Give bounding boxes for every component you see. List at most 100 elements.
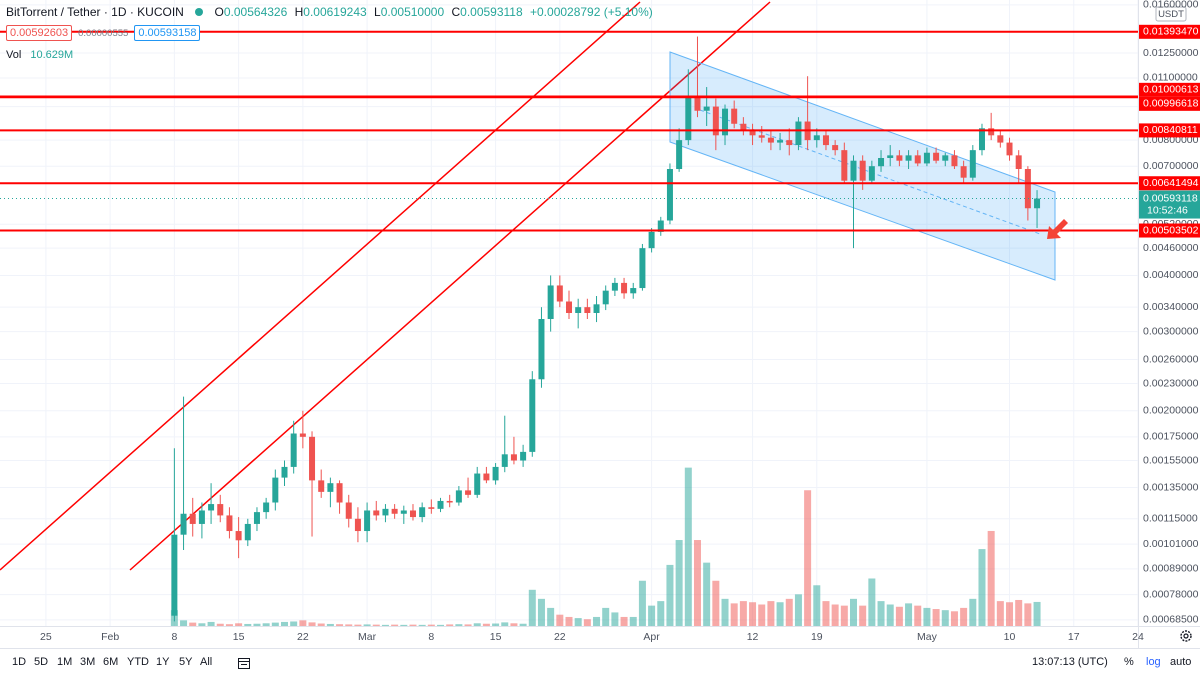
range-button[interactable]: 1D bbox=[12, 656, 27, 668]
candle-body bbox=[648, 231, 655, 249]
range-button[interactable]: 6M bbox=[103, 656, 119, 668]
level-label: 0.01000613 bbox=[1143, 84, 1199, 96]
candle-body bbox=[777, 140, 784, 143]
candle-body bbox=[483, 473, 490, 481]
legend-key: O bbox=[214, 5, 224, 19]
candle-body bbox=[850, 160, 857, 181]
y-tick-label: 0.00260000 bbox=[1143, 353, 1199, 365]
candle-body bbox=[455, 490, 462, 503]
volume-bar bbox=[446, 624, 454, 626]
clock[interactable]: 13:07:13 (UTC) bbox=[1032, 656, 1108, 668]
volume-bar bbox=[886, 604, 894, 626]
candle-body bbox=[465, 490, 472, 495]
candle-body bbox=[244, 523, 251, 541]
candle-body bbox=[868, 166, 875, 181]
candle-body bbox=[1024, 169, 1031, 209]
candle-body bbox=[281, 466, 288, 478]
volume-bar bbox=[684, 467, 692, 626]
candle-body bbox=[988, 128, 995, 136]
volume-bar bbox=[749, 602, 757, 626]
volume-bar bbox=[482, 623, 490, 626]
volume-bar bbox=[905, 603, 913, 626]
percent-toggle[interactable]: % bbox=[1124, 656, 1134, 668]
range-button[interactable]: 1Y bbox=[156, 656, 170, 668]
range-button[interactable]: All bbox=[200, 656, 213, 668]
x-tick-label: 12 bbox=[747, 631, 759, 643]
levels bbox=[0, 30, 1138, 232]
volume-value: 10.629M bbox=[30, 49, 74, 61]
level-label-box bbox=[1139, 123, 1200, 138]
volume-bar bbox=[225, 624, 233, 626]
candle-body bbox=[272, 477, 279, 503]
volume-bar bbox=[326, 623, 334, 626]
volume-pane bbox=[170, 467, 1041, 626]
volume-bar bbox=[180, 620, 188, 626]
x-tick-label: 19 bbox=[811, 631, 823, 643]
y-tick-label: 0.00340000 bbox=[1143, 301, 1199, 313]
volume-bar bbox=[473, 623, 481, 626]
candle-body bbox=[446, 500, 453, 503]
legend-value: 0.00619243 bbox=[303, 5, 367, 19]
candle-body bbox=[630, 288, 637, 294]
volume-bar bbox=[216, 623, 224, 626]
range-button[interactable]: 3M bbox=[80, 656, 96, 668]
x-tick-label: 8 bbox=[171, 631, 177, 643]
candle-body bbox=[602, 290, 609, 305]
legend-key: H bbox=[294, 5, 304, 19]
settings-icon[interactable] bbox=[1180, 630, 1192, 642]
volume-bar bbox=[317, 623, 325, 626]
candle-body bbox=[290, 433, 297, 467]
candle-body bbox=[529, 379, 536, 452]
y-tick-label: 0.00135000 bbox=[1143, 481, 1199, 493]
volume-bar bbox=[804, 490, 812, 626]
candle-body bbox=[501, 454, 508, 467]
range-button[interactable]: YTD bbox=[127, 656, 149, 668]
candle-body bbox=[520, 451, 527, 461]
bid[interactable]: 0.00592603 bbox=[6, 25, 73, 41]
level-label: 0.00996618 bbox=[1143, 98, 1199, 110]
volume-bar bbox=[987, 530, 995, 626]
candle-body bbox=[235, 531, 242, 541]
candle-body bbox=[822, 135, 829, 146]
volume-bar bbox=[620, 616, 628, 626]
candle-body bbox=[914, 155, 921, 164]
volume-bar bbox=[281, 621, 288, 626]
range-button[interactable]: 5Y bbox=[179, 656, 193, 668]
candle-body bbox=[1006, 142, 1013, 156]
auto-toggle[interactable]: auto bbox=[1170, 656, 1192, 668]
y-tick-label: 0.00101000 bbox=[1143, 538, 1199, 550]
candle-body bbox=[217, 504, 224, 516]
candle-body bbox=[547, 285, 554, 320]
candle-body bbox=[492, 466, 499, 481]
ask[interactable]: 0.00593158 bbox=[134, 25, 201, 41]
volume-bar bbox=[1015, 599, 1023, 626]
candle-body bbox=[1034, 198, 1041, 209]
legend-value: 0.00593118 bbox=[460, 5, 523, 19]
candle-body bbox=[373, 510, 380, 516]
range-button[interactable]: 1M bbox=[57, 656, 73, 668]
volume-bar bbox=[648, 605, 656, 626]
volume-bar bbox=[969, 598, 977, 626]
currency-box[interactable] bbox=[1155, 6, 1187, 22]
volume-bar bbox=[290, 621, 298, 626]
candle-body bbox=[694, 96, 701, 111]
candle-body bbox=[712, 106, 719, 136]
candle-body bbox=[786, 140, 793, 146]
drawings bbox=[0, 1, 1056, 571]
y-tick-label: 0.01250000 bbox=[1143, 47, 1199, 59]
candle-body bbox=[354, 518, 361, 532]
log-toggle[interactable]: log bbox=[1146, 656, 1161, 668]
y-tick-label: 0.00068500 bbox=[1143, 614, 1199, 626]
candle-body bbox=[905, 155, 912, 161]
volume-bar bbox=[271, 622, 279, 626]
volume-bar bbox=[409, 624, 417, 626]
candle-body bbox=[556, 285, 563, 302]
candle-body bbox=[951, 155, 958, 167]
candle-body bbox=[345, 502, 352, 519]
date-range-icon[interactable] bbox=[237, 656, 251, 670]
last-price-box bbox=[1139, 190, 1200, 219]
volume-bar bbox=[372, 624, 380, 626]
range-button[interactable]: 5D bbox=[34, 656, 49, 668]
candle-body bbox=[510, 454, 517, 461]
